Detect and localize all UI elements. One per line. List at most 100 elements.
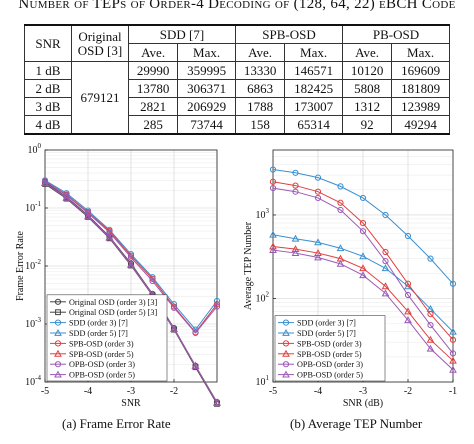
cell: 29990 bbox=[127, 61, 179, 80]
data-point bbox=[381, 289, 390, 297]
data-point bbox=[426, 335, 435, 343]
cell: 285 bbox=[127, 115, 179, 135]
data-point bbox=[213, 303, 221, 310]
legend-marker bbox=[282, 319, 290, 326]
legend-box bbox=[274, 315, 386, 382]
cell: 1312 bbox=[341, 97, 393, 116]
data-point bbox=[449, 356, 457, 364]
data-point bbox=[314, 194, 322, 202]
data-point bbox=[381, 264, 390, 272]
legend-label: Original OSD (order 3) [3] bbox=[69, 298, 157, 307]
header-ave: Ave. bbox=[341, 43, 393, 62]
cell: 206929 bbox=[177, 97, 236, 116]
data-point bbox=[62, 193, 71, 201]
data-point bbox=[427, 311, 434, 318]
cell: 169609 bbox=[391, 61, 450, 80]
row-snr: 3 dB bbox=[24, 97, 72, 116]
cell: 2821 bbox=[127, 97, 179, 116]
data-point bbox=[269, 246, 277, 253]
fer-chart: -5 -4 -3 -2 100 10-1 10-2 10-3 10-4 SNR Frame Erro… bbox=[0, 140, 237, 444]
data-point bbox=[292, 188, 299, 195]
data-point bbox=[359, 264, 367, 272]
data-point bbox=[192, 329, 199, 337]
data-point bbox=[449, 350, 457, 357]
y-tick-label: 103 bbox=[256, 207, 270, 221]
data-point bbox=[382, 258, 389, 265]
legend-marker bbox=[282, 361, 290, 368]
legend-marker bbox=[282, 349, 290, 357]
data-point bbox=[84, 209, 92, 217]
legend-marker bbox=[282, 340, 290, 347]
data-point bbox=[404, 307, 412, 315]
cell: 49294 bbox=[391, 115, 450, 135]
cell: 10120 bbox=[341, 61, 393, 80]
data-point bbox=[337, 199, 344, 206]
data-point bbox=[404, 232, 412, 240]
row-snr: 4 dB bbox=[24, 115, 72, 135]
data-point bbox=[427, 322, 434, 329]
legend-box bbox=[46, 294, 168, 382]
y-axis-label: Average TEP Number bbox=[243, 221, 254, 310]
x-tick-label: -3 bbox=[359, 386, 367, 397]
data-point bbox=[213, 398, 221, 406]
data-point bbox=[149, 277, 156, 285]
x-tick-label: -5 bbox=[269, 386, 277, 397]
row-snr: 1 dB bbox=[24, 61, 72, 80]
data-point bbox=[337, 206, 344, 214]
cell: 181809 bbox=[391, 79, 450, 98]
header-ave: Ave. bbox=[234, 43, 286, 62]
series-line bbox=[272, 169, 454, 285]
data-point bbox=[84, 212, 92, 220]
series-line bbox=[272, 234, 454, 333]
legend-label: OPB-OSD (order 5) bbox=[69, 371, 135, 380]
header-sdd: SDD [7] bbox=[128, 24, 236, 44]
legend-marker bbox=[54, 340, 62, 347]
legend-marker bbox=[54, 349, 62, 357]
legend-label: SDD (order 3) [7] bbox=[69, 319, 128, 328]
legend-marker bbox=[54, 298, 62, 305]
data-point bbox=[359, 228, 367, 235]
x-axis-label: SNR (dB) bbox=[343, 398, 383, 409]
data-point bbox=[292, 169, 299, 176]
caption-b: (b) Average TEP Number bbox=[290, 416, 423, 431]
y-tick-label: 10-1 bbox=[25, 200, 41, 214]
data-point bbox=[291, 234, 300, 242]
series-line bbox=[272, 187, 454, 354]
legend-marker bbox=[54, 370, 62, 378]
data-point bbox=[359, 252, 367, 260]
data-point bbox=[41, 178, 49, 186]
cell: 158 bbox=[234, 115, 286, 135]
header-max: Max. bbox=[284, 43, 343, 62]
data-point bbox=[382, 248, 389, 256]
cell: 92 bbox=[341, 115, 393, 135]
data-point bbox=[404, 280, 412, 287]
legend-label: SPB-OSD (order 3) bbox=[69, 339, 134, 348]
data-point bbox=[314, 174, 322, 181]
tep-chart-svg: -5 -4 -3 -2 -1 103 102 101 SNR (dB) Average TEP N… bbox=[243, 149, 457, 409]
data-point bbox=[382, 211, 389, 219]
legend-label: SDD (order 5) [7] bbox=[297, 329, 356, 338]
header-spb-osd: SPB-OSD bbox=[234, 24, 343, 44]
x-axis-label: SNR bbox=[121, 398, 141, 409]
x-tick-label: -3 bbox=[127, 386, 135, 397]
data-point bbox=[359, 219, 367, 227]
data-point bbox=[449, 336, 457, 343]
x-tick-label: -4 bbox=[314, 386, 322, 397]
data-point bbox=[170, 304, 178, 311]
data-point bbox=[127, 254, 135, 261]
row-snr: 2 dB bbox=[24, 79, 72, 98]
legend-label: OPB-OSD (order 3) bbox=[297, 360, 363, 369]
x-tick-label: -1 bbox=[449, 386, 457, 397]
caption-a: (a) Frame Error Rate bbox=[62, 416, 171, 431]
data-point bbox=[170, 324, 178, 332]
data-point bbox=[105, 233, 114, 241]
cell: 123989 bbox=[391, 97, 450, 116]
series-line bbox=[44, 182, 218, 403]
cell: 13330 bbox=[234, 61, 286, 80]
data-point bbox=[314, 253, 322, 261]
data-point bbox=[449, 280, 457, 287]
cell: 73744 bbox=[177, 115, 236, 135]
legend-marker bbox=[55, 309, 61, 316]
cell: 306371 bbox=[177, 79, 236, 98]
legend-marker bbox=[282, 328, 290, 336]
